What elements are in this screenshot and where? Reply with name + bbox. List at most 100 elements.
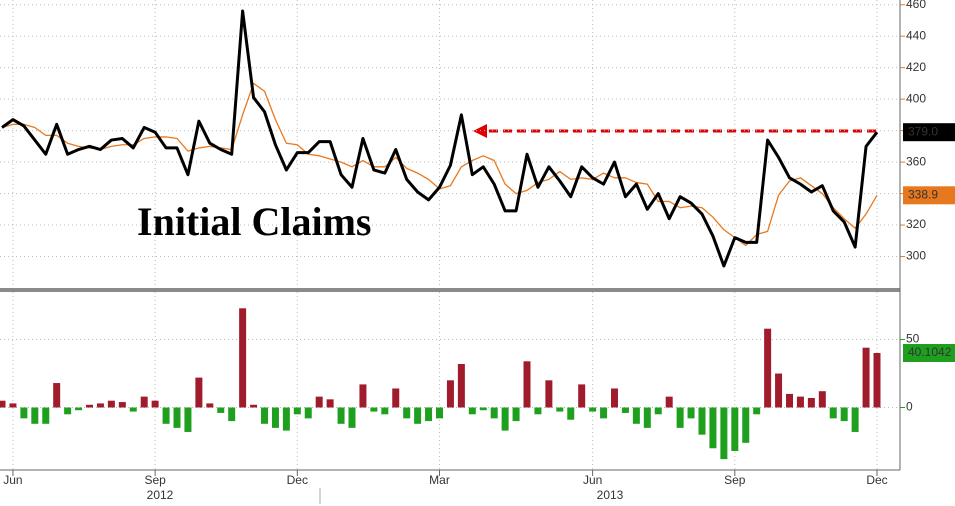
bar [381, 407, 389, 415]
bar [129, 407, 137, 412]
bar [490, 407, 498, 419]
bar [414, 407, 422, 424]
bar [818, 391, 826, 408]
series-line [1, 9, 879, 268]
bar [392, 388, 400, 408]
bar [140, 396, 148, 408]
bar [501, 407, 509, 431]
bar [315, 396, 323, 408]
bar [632, 407, 640, 424]
last-value-box [903, 186, 955, 205]
y-tick-label: 360 [906, 154, 926, 168]
y-tick-label: 420 [906, 60, 926, 74]
bar [425, 407, 433, 422]
x-tick-label: Sep [144, 473, 166, 487]
bar [206, 403, 214, 408]
bar [512, 407, 520, 422]
bar [184, 407, 192, 432]
bar [578, 384, 586, 408]
bar [326, 399, 334, 408]
bar [42, 407, 50, 424]
y-tick-label: 440 [906, 28, 926, 42]
bar [665, 396, 673, 408]
last-value-label: 338.9 [908, 187, 938, 201]
bar [742, 407, 750, 443]
bar [436, 407, 443, 419]
x-tick-label: Dec [287, 473, 308, 487]
bar [479, 407, 487, 411]
bar [796, 396, 804, 408]
bar [840, 407, 848, 422]
bar [873, 353, 881, 408]
panel-separator [0, 288, 900, 292]
bar [709, 407, 717, 449]
bar [600, 407, 608, 419]
bar [589, 407, 597, 412]
bar [731, 407, 739, 451]
x-tick-label: Dec [866, 473, 887, 487]
bar [239, 308, 247, 408]
bar [173, 407, 181, 428]
bar [698, 407, 706, 435]
bar [228, 407, 236, 422]
bar [643, 407, 651, 428]
bar [282, 407, 290, 431]
bar [556, 407, 564, 412]
y-tick-label: 50 [906, 332, 920, 346]
bar [195, 377, 203, 408]
y-tick-label: 0 [906, 400, 913, 414]
year-label: 2013 [597, 488, 624, 502]
bar [676, 407, 684, 428]
y-tick-label: 300 [906, 249, 926, 263]
x-tick-label: Jun [583, 473, 602, 487]
annotation: Initial Claims [137, 199, 371, 244]
bar [348, 407, 356, 428]
last-value-label: 40.1042 [908, 345, 952, 359]
bar [523, 361, 531, 408]
x-tick-label: Jun [3, 473, 22, 487]
last-value-label: 379.0 [908, 124, 938, 138]
bar [20, 407, 28, 419]
y-tick-label: 400 [906, 91, 926, 105]
bar [151, 400, 159, 408]
bar [118, 402, 126, 408]
bar [0, 400, 6, 408]
bar [96, 403, 104, 408]
bar [359, 384, 367, 408]
bar [304, 407, 312, 419]
year-label: 2012 [147, 488, 174, 502]
bar [687, 407, 695, 419]
bar [611, 388, 618, 408]
bar [654, 407, 662, 415]
bar [567, 407, 575, 420]
bar [64, 407, 72, 415]
x-tick-label: Mar [429, 473, 450, 487]
bar [775, 373, 783, 408]
bar [107, 400, 115, 408]
bar [457, 364, 465, 408]
bar [403, 407, 411, 419]
bar [250, 404, 258, 408]
bar [753, 407, 761, 415]
bar [9, 403, 17, 408]
bar [53, 383, 61, 408]
x-tick-label: Sep [724, 473, 746, 487]
bar [807, 397, 815, 408]
bar [534, 407, 542, 415]
y-tick-label: 460 [906, 0, 926, 11]
bar [86, 404, 93, 408]
bar [468, 407, 476, 415]
bar [293, 407, 301, 415]
bar [370, 407, 378, 412]
bar [829, 407, 837, 419]
bar [764, 328, 772, 408]
bar [31, 407, 39, 424]
bar [271, 407, 279, 428]
bar [446, 380, 454, 408]
bar [786, 393, 793, 408]
bar [720, 407, 728, 460]
bar [621, 407, 629, 413]
bar [75, 407, 83, 411]
